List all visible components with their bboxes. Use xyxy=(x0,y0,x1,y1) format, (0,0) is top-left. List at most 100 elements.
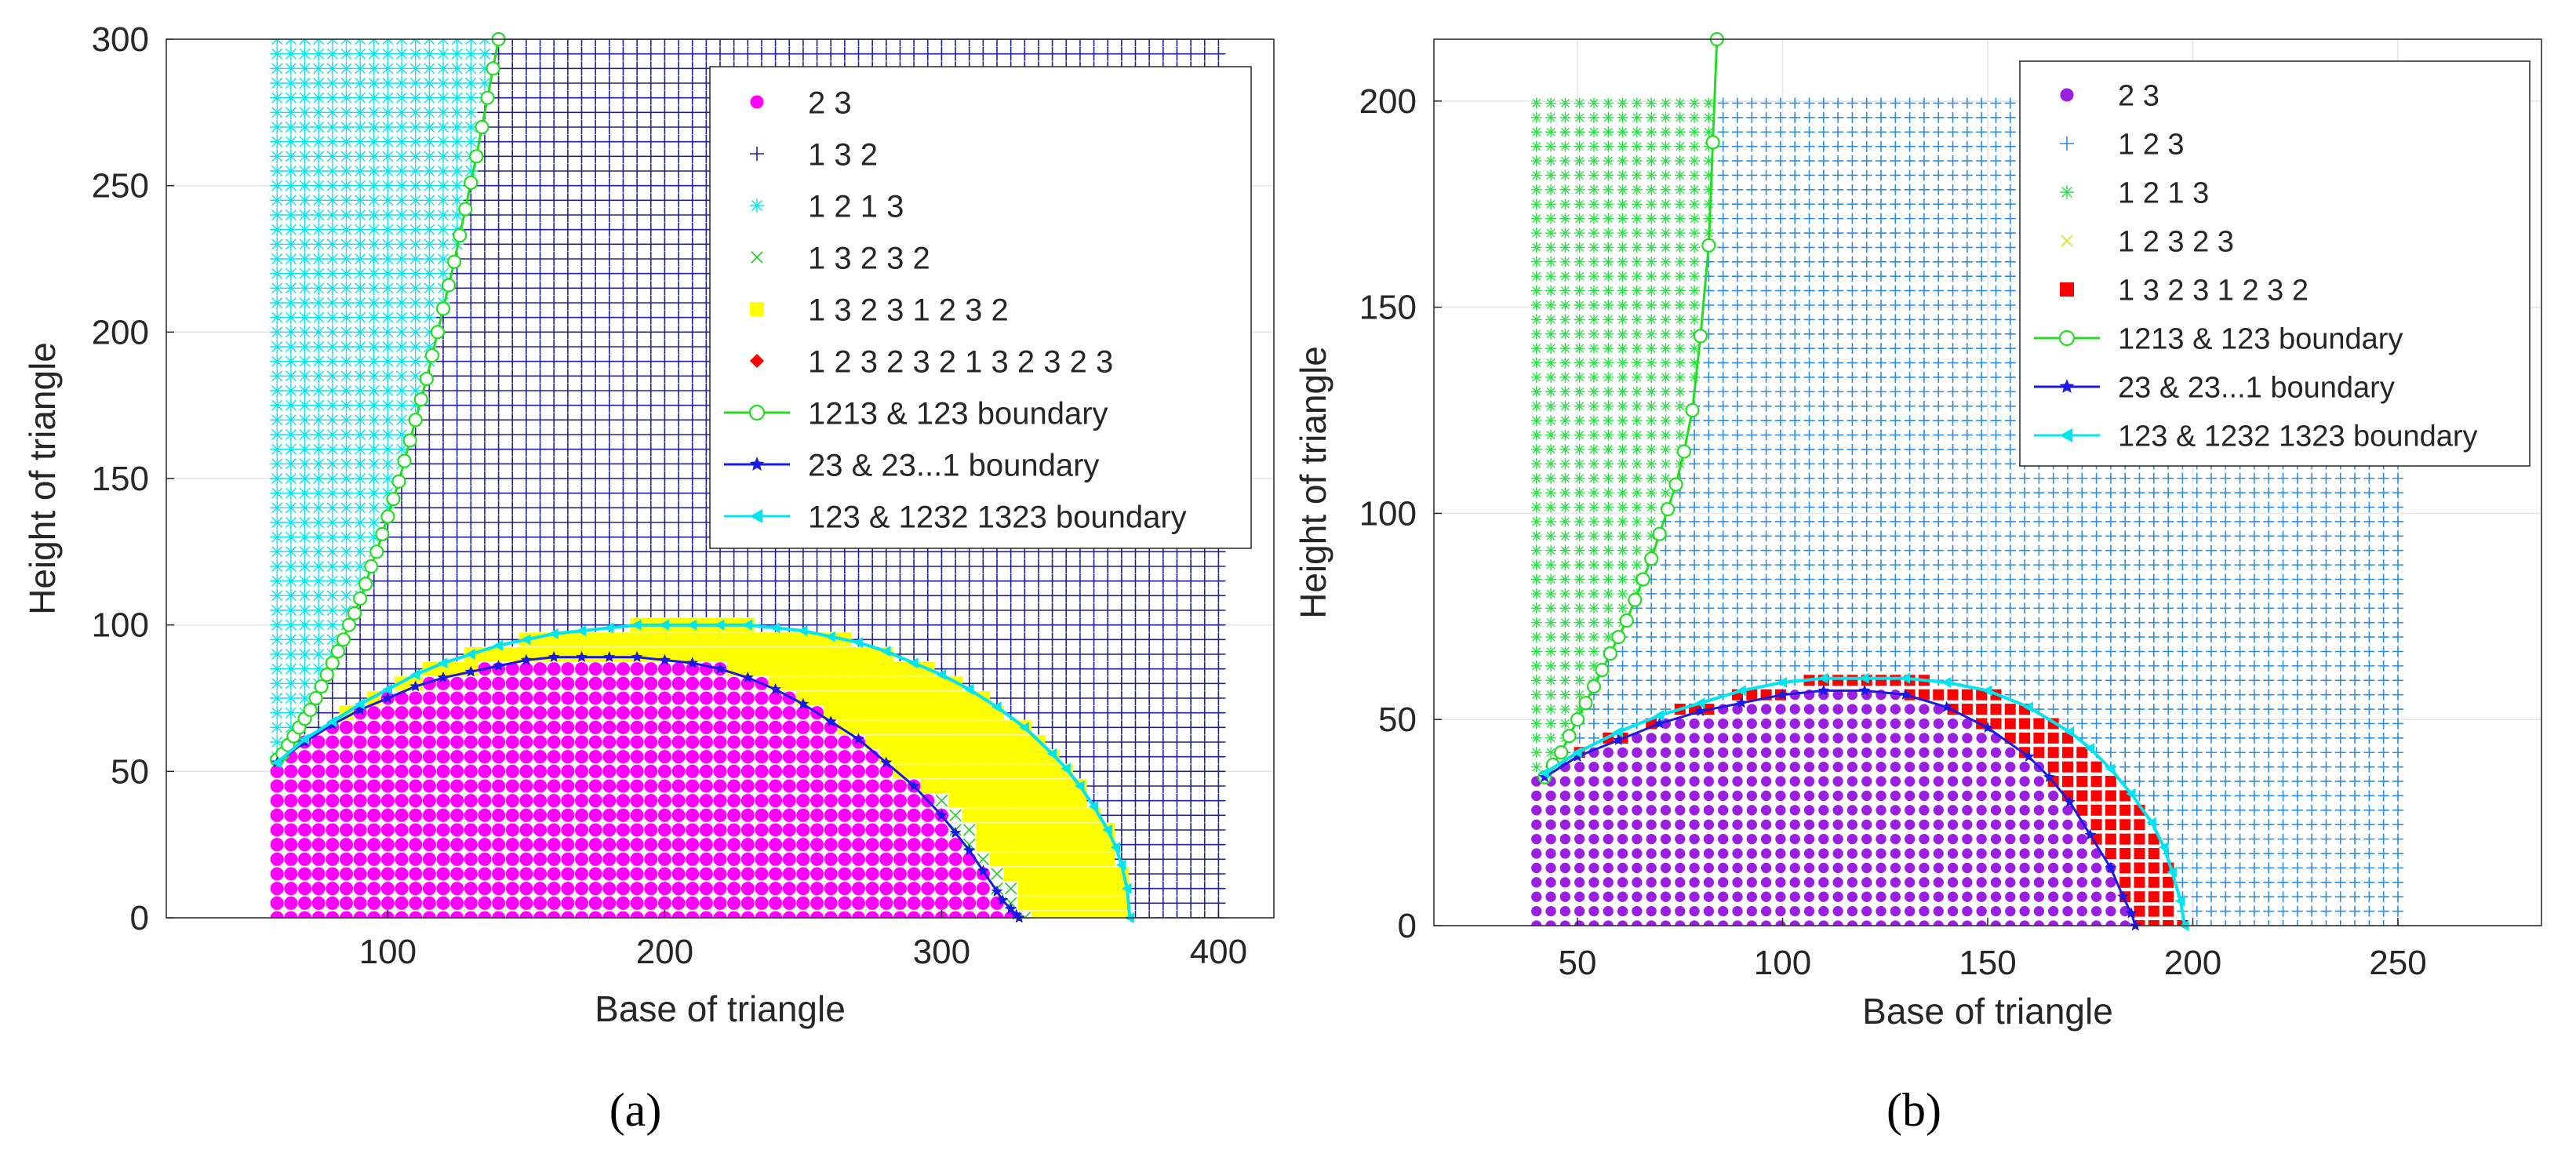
region-point xyxy=(1017,867,1032,881)
region-point xyxy=(1603,805,1614,816)
region-point xyxy=(1603,371,1614,383)
region-point xyxy=(810,39,824,46)
region-point xyxy=(422,559,437,573)
region-point xyxy=(366,515,381,530)
region-point xyxy=(311,237,326,252)
region-point xyxy=(533,794,548,808)
region-point xyxy=(630,471,645,486)
region-point xyxy=(311,178,326,193)
region-point xyxy=(464,398,478,413)
region-point xyxy=(976,647,991,661)
region-point xyxy=(409,882,423,896)
region-point xyxy=(1545,415,1557,427)
region-point xyxy=(353,647,368,661)
region-point xyxy=(422,544,437,559)
region-point xyxy=(366,61,381,76)
region-point xyxy=(699,706,713,720)
region-point xyxy=(1588,443,1599,455)
region-point xyxy=(1617,530,1628,542)
region-point xyxy=(505,413,520,428)
region-point xyxy=(1617,819,1628,830)
region-point xyxy=(630,662,644,676)
region-point xyxy=(630,384,645,398)
region-point xyxy=(657,208,672,222)
region-point xyxy=(602,559,617,573)
region-point xyxy=(948,749,963,764)
region-point xyxy=(1045,881,1060,896)
region-point xyxy=(657,471,672,486)
region-point xyxy=(436,193,450,208)
region-point xyxy=(630,310,645,325)
region-point xyxy=(408,515,423,530)
region-point xyxy=(686,794,700,808)
region-point xyxy=(325,588,340,603)
region-point xyxy=(630,794,644,808)
region-point xyxy=(1530,357,1542,369)
region-point xyxy=(686,808,700,822)
region-point xyxy=(657,340,672,354)
region-point xyxy=(547,39,562,46)
region-point xyxy=(1632,790,1643,802)
region-point xyxy=(353,486,368,500)
region-point xyxy=(755,838,769,852)
region-point xyxy=(325,428,340,442)
region-point xyxy=(1588,400,1599,412)
region-point xyxy=(311,882,326,896)
region-point xyxy=(408,266,423,281)
region-point xyxy=(838,896,852,910)
region-point xyxy=(409,823,423,837)
region-point xyxy=(270,222,285,237)
boundary-point xyxy=(330,644,345,659)
region-point xyxy=(671,530,686,544)
region-point xyxy=(408,384,423,398)
region-point xyxy=(270,193,285,208)
region-point xyxy=(450,823,464,837)
region-point xyxy=(976,617,991,632)
region-point xyxy=(686,882,700,896)
region-point xyxy=(934,573,949,588)
region-point xyxy=(547,823,561,837)
region-point xyxy=(768,39,783,46)
region-point xyxy=(533,340,548,354)
region-point xyxy=(1617,862,1628,874)
region-point xyxy=(297,413,312,428)
region-point xyxy=(395,340,409,354)
region-point xyxy=(1031,808,1046,823)
region-point xyxy=(990,793,1004,808)
region-point xyxy=(311,120,326,134)
region-point xyxy=(616,676,630,690)
region-point xyxy=(1574,400,1585,412)
region-point xyxy=(1617,300,1628,311)
region-point xyxy=(574,296,589,310)
region-point xyxy=(408,90,423,105)
region-point xyxy=(519,779,533,793)
region-point xyxy=(602,691,617,705)
region-point xyxy=(643,603,658,617)
region-point xyxy=(505,706,519,720)
region-point xyxy=(1559,515,1571,527)
region-point xyxy=(533,720,548,734)
region-point xyxy=(1559,718,1571,730)
region-point xyxy=(284,911,298,918)
region-point xyxy=(1660,762,1672,773)
region-point xyxy=(824,838,838,852)
region-point xyxy=(588,442,603,457)
region-point xyxy=(588,105,603,120)
region-point xyxy=(325,354,340,369)
region-point xyxy=(865,911,879,918)
region-point xyxy=(353,105,368,120)
region-point xyxy=(547,46,562,61)
region-point xyxy=(436,46,450,61)
region-point xyxy=(907,647,922,661)
region-point xyxy=(671,823,686,837)
region-point xyxy=(1603,602,1614,614)
region-point xyxy=(408,617,423,632)
x-tick-label: 100 xyxy=(359,933,417,971)
region-point xyxy=(283,647,298,661)
region-point xyxy=(505,164,520,178)
region-point xyxy=(491,573,506,588)
region-point xyxy=(727,676,741,690)
region-point xyxy=(464,808,478,822)
region-point xyxy=(311,457,326,471)
region-point xyxy=(436,779,450,793)
